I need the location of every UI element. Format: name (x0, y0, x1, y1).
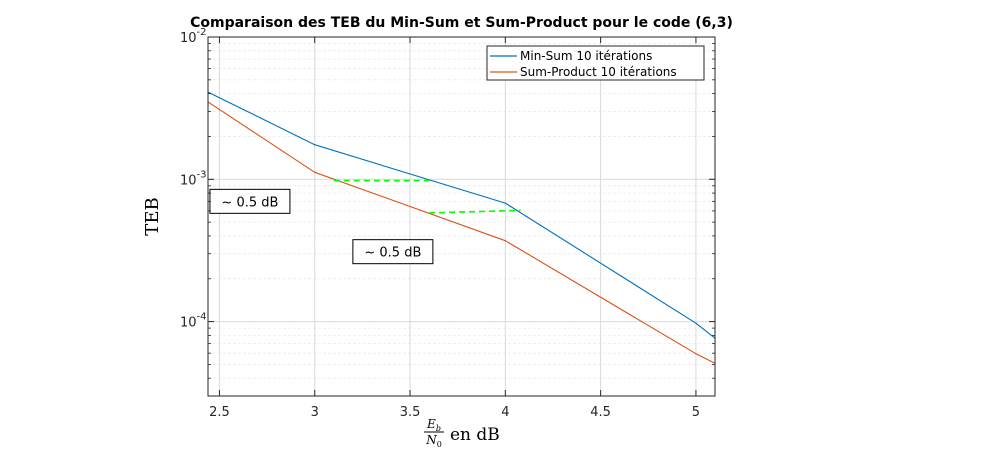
x-tick-label: 2.5 (209, 405, 230, 420)
x-label-suffix: en dB (450, 425, 500, 445)
plot-frame (207, 36, 716, 397)
tick-layer: 10-410-310-22.5 3 3.5 4 4.5 5 (180, 27, 715, 420)
annotation-label: ~ 0.5 dB (221, 195, 278, 210)
legend-box (486, 45, 705, 81)
series-point (504, 202, 506, 204)
series-point (314, 144, 316, 146)
legend-label: Sum-Product 10 itérations (520, 65, 677, 79)
annotation-layer: ~ 0.5 dB ~ 0.5 dB (209, 179, 521, 265)
x-label-den-base: N (425, 433, 437, 447)
annotation-box (209, 188, 291, 214)
x-tick-label: 3.5 (400, 405, 421, 420)
x-tick-label: 5 (692, 405, 700, 420)
annotation-dashed-line (429, 209, 521, 214)
y-axis-label-text: TEB (142, 197, 163, 235)
y-tick-label-exponent: -2 (197, 27, 207, 38)
x-label-numerator: Eb (426, 417, 441, 433)
x-tick-label: 4 (501, 405, 509, 420)
series-point (504, 240, 506, 242)
x-label-num-sub: b (436, 424, 441, 433)
annotation-label: ~ 0.5 dB (364, 246, 421, 261)
x-label-denominator: N0 (425, 433, 442, 449)
y-tick-label-exponent: -3 (197, 169, 207, 180)
legend: Min-Sum 10 itérations Sum-Product 10 itér… (486, 45, 705, 81)
x-tick-label: 4.5 (590, 405, 611, 420)
y-tick-label: 10-3 (180, 169, 207, 188)
series-point (314, 171, 316, 173)
series-point (695, 353, 697, 355)
annotation-box (352, 239, 434, 265)
y-tick-label: 10-2 (180, 27, 207, 46)
plot-area (208, 37, 715, 396)
y-tick-label-base: 10 (180, 316, 197, 331)
y-tick-label: 10-4 (180, 312, 207, 331)
x-axis-label: Eb N0 en dB (424, 417, 500, 449)
series-point (695, 322, 697, 324)
y-tick-label-exponent: -4 (197, 312, 207, 323)
y-tick-label-base: 10 (180, 173, 197, 188)
y-axis-label: TEB (142, 197, 163, 235)
x-label-num-base: E (426, 417, 436, 431)
chart-title: Comparaison des TEB du Min-Sum et Sum-Pr… (190, 15, 733, 31)
legend-label: Min-Sum 10 itérations (520, 49, 652, 63)
x-label-den-sub: 0 (437, 440, 442, 449)
y-tick-label-base: 10 (180, 31, 197, 46)
x-tick-label: 3 (311, 405, 319, 420)
